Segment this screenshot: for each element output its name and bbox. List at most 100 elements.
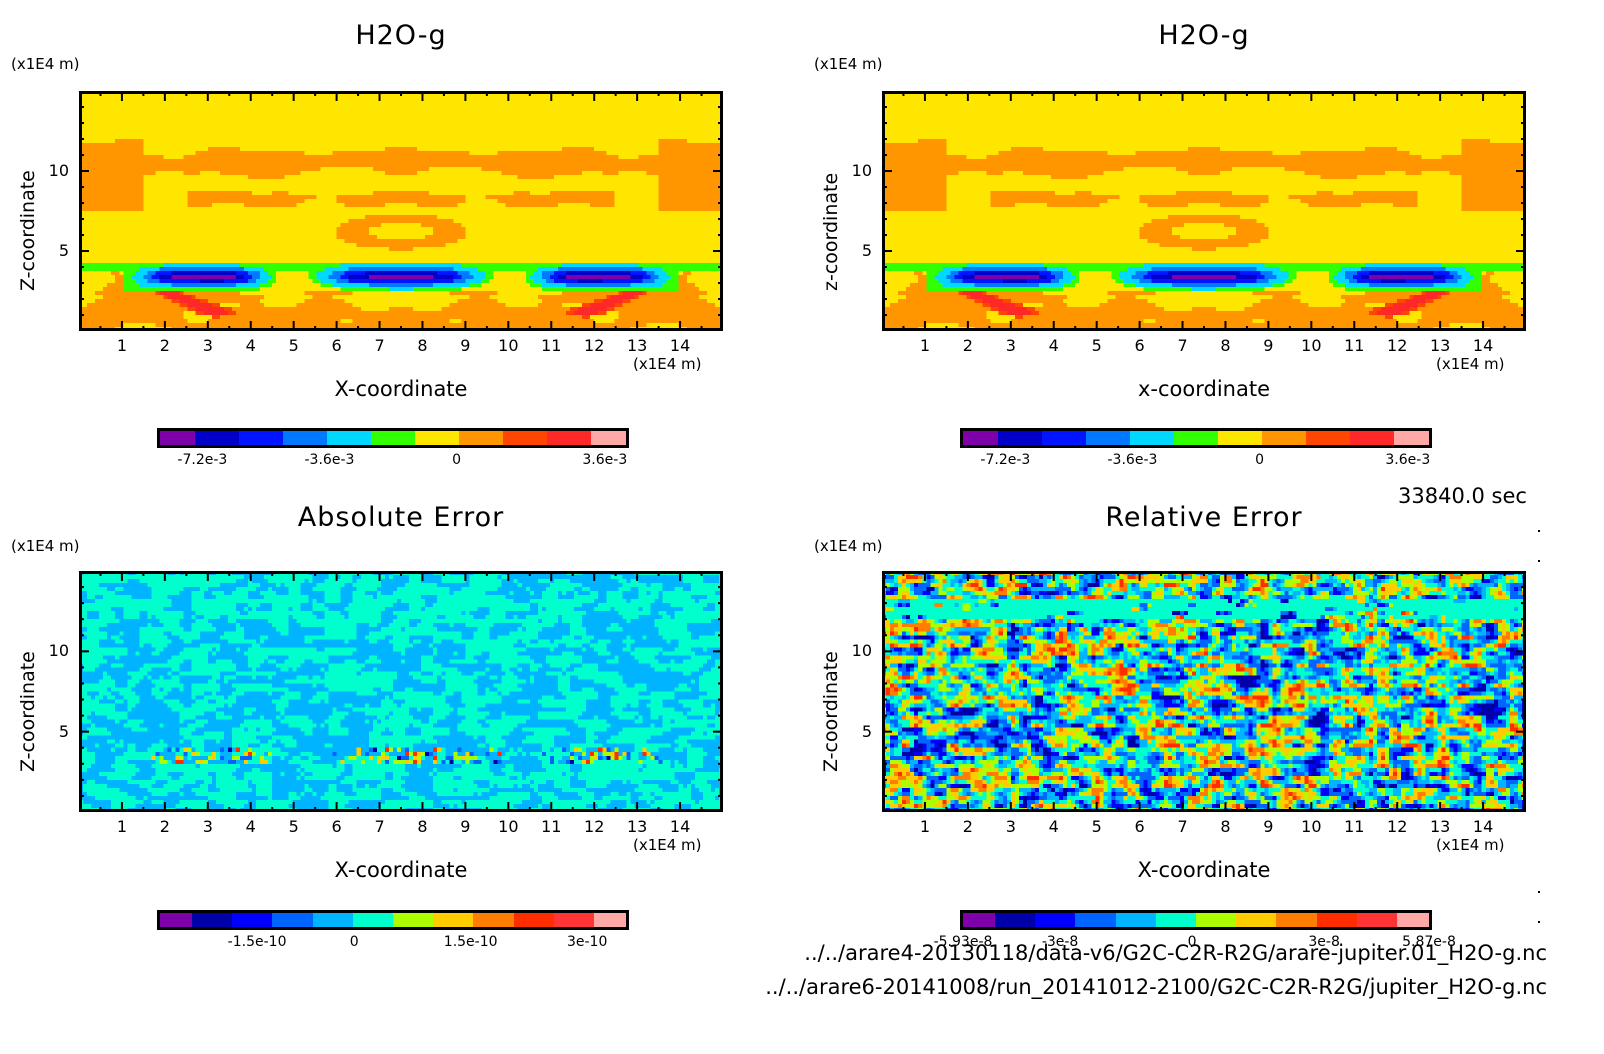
colorbar-segment (1115, 913, 1156, 927)
colorbar-tick-label: 0 (452, 452, 461, 468)
x-tick-label: 12 (584, 817, 605, 836)
colorbar-segment (1155, 913, 1196, 927)
x-tick-label: 8 (1220, 336, 1231, 355)
y-axis-label: z-coordinate (820, 172, 842, 291)
chart-title: Absolute Error (297, 502, 505, 533)
x-tick-label: 10 (498, 817, 519, 836)
colorbar-segment (192, 913, 233, 927)
x-tick-label: 8 (417, 336, 428, 355)
colorbar-segment (327, 431, 372, 445)
x-tick-label: 9 (460, 336, 471, 355)
y-tick-label: 5 (861, 721, 872, 741)
colorbar-segment (1042, 431, 1087, 445)
y-tick-label: 5 (861, 241, 872, 260)
decor-dot (1538, 530, 1540, 532)
colorbar-tick-label: 3.6e-3 (582, 452, 628, 468)
colorbar-tick-label: -3.6e-3 (304, 452, 355, 468)
colorbar-segment (1218, 431, 1262, 445)
x-tick-label: 9 (1263, 336, 1274, 355)
x-axis-unit: (x1E4 m) (1436, 836, 1505, 854)
colorbar-tick-label: 0 (349, 934, 359, 950)
x-tick-label: 10 (1301, 336, 1322, 355)
x-axis-unit: (x1E4 m) (633, 836, 702, 854)
x-tick-label: 3 (202, 817, 213, 836)
axis-ticks (79, 571, 723, 812)
x-tick-label: 12 (1387, 336, 1408, 355)
heatmap-field (79, 91, 723, 331)
x-tick-label: 6 (331, 336, 342, 355)
x-tick-label: 6 (1134, 817, 1145, 836)
x-tick-label: 11 (541, 336, 562, 355)
colorbar (960, 910, 1432, 930)
x-tick-label: 4 (245, 817, 256, 836)
x-tick-label: 13 (1429, 817, 1451, 836)
x-tick-label: 13 (1429, 336, 1451, 355)
x-tick-label: 14 (1472, 817, 1494, 836)
colorbar-segment (1236, 913, 1277, 927)
x-tick-label: 11 (1344, 336, 1365, 355)
y-axis-label: Z-coordinate (820, 650, 842, 772)
x-axis-label: x-coordinate (1137, 377, 1271, 401)
x-axis-label: X-coordinate (334, 377, 468, 401)
y-axis-unit: (x1E4 m) (11, 55, 80, 73)
colorbar (157, 428, 629, 448)
colorbar-segment (1086, 431, 1131, 445)
x-tick-label: 4 (245, 336, 256, 355)
colorbar-segment (546, 431, 591, 445)
x-tick-label: 12 (1387, 817, 1408, 836)
colorbar-tick-label: 3e-8 (1308, 934, 1340, 950)
heatmap-field (882, 91, 1526, 331)
colorbar-segment (195, 431, 240, 445)
y-axis-label: Z-coordinate (17, 170, 39, 291)
colorbar-segment (393, 913, 434, 927)
colorbar (960, 428, 1432, 448)
x-tick-label: 13 (626, 336, 648, 355)
colorbar-segment (160, 913, 193, 927)
x-tick-label: 5 (288, 817, 299, 836)
colorbar-segment (1393, 431, 1430, 445)
x-tick-label: 5 (288, 336, 299, 355)
colorbar-tick-label: -3.6e-3 (1107, 452, 1158, 468)
x-tick-label: 9 (460, 817, 471, 836)
colorbar-tick-label: -7.2e-3 (980, 452, 1031, 468)
colorbar-segment (1276, 913, 1317, 927)
x-tick-label: 1 (919, 336, 931, 355)
colorbar-segment (998, 431, 1043, 445)
y-tick-label: 5 (58, 721, 69, 741)
colorbar-segment (1174, 431, 1219, 445)
colorbar-segment (593, 913, 626, 927)
time-label: 33840.0 sec (1398, 484, 1527, 508)
x-tick-label: 14 (1472, 336, 1494, 355)
colorbar-tick-label: -7.2e-3 (177, 452, 228, 468)
colorbar-segment (1316, 913, 1357, 927)
decor-dot (1538, 891, 1540, 893)
x-tick-label: 5 (1091, 336, 1102, 355)
colorbar-segment (513, 913, 554, 927)
x-tick-label: 2 (159, 336, 170, 355)
x-tick-label: 12 (584, 336, 605, 355)
x-tick-label: 2 (962, 336, 973, 355)
x-tick-label: 10 (1301, 817, 1322, 836)
x-tick-label: 8 (417, 817, 428, 836)
axis-ticks (882, 571, 1526, 812)
colorbar-tick-label: 1.5e-10 (443, 934, 498, 950)
x-tick-label: 14 (669, 817, 691, 836)
colorbar-segment (553, 913, 594, 927)
colorbar-segment (963, 431, 999, 445)
x-tick-label: 11 (1344, 817, 1365, 836)
x-axis-unit: (x1E4 m) (633, 355, 702, 373)
colorbar-segment (160, 431, 196, 445)
axis-ticks (882, 91, 1526, 331)
x-axis-label: X-coordinate (334, 858, 468, 882)
colorbar-tick-label: -1.5e-10 (227, 934, 287, 950)
colorbar-segment (415, 431, 459, 445)
x-tick-label: 1 (116, 817, 128, 836)
x-tick-label: 7 (1177, 817, 1188, 836)
x-tick-label: 11 (541, 817, 562, 836)
axis-ticks (79, 91, 723, 331)
x-tick-label: 13 (626, 817, 648, 836)
colorbar-segment (232, 913, 273, 927)
x-tick-label: 2 (159, 817, 170, 836)
x-tick-label: 2 (962, 817, 973, 836)
y-tick-label: 10 (851, 161, 872, 180)
